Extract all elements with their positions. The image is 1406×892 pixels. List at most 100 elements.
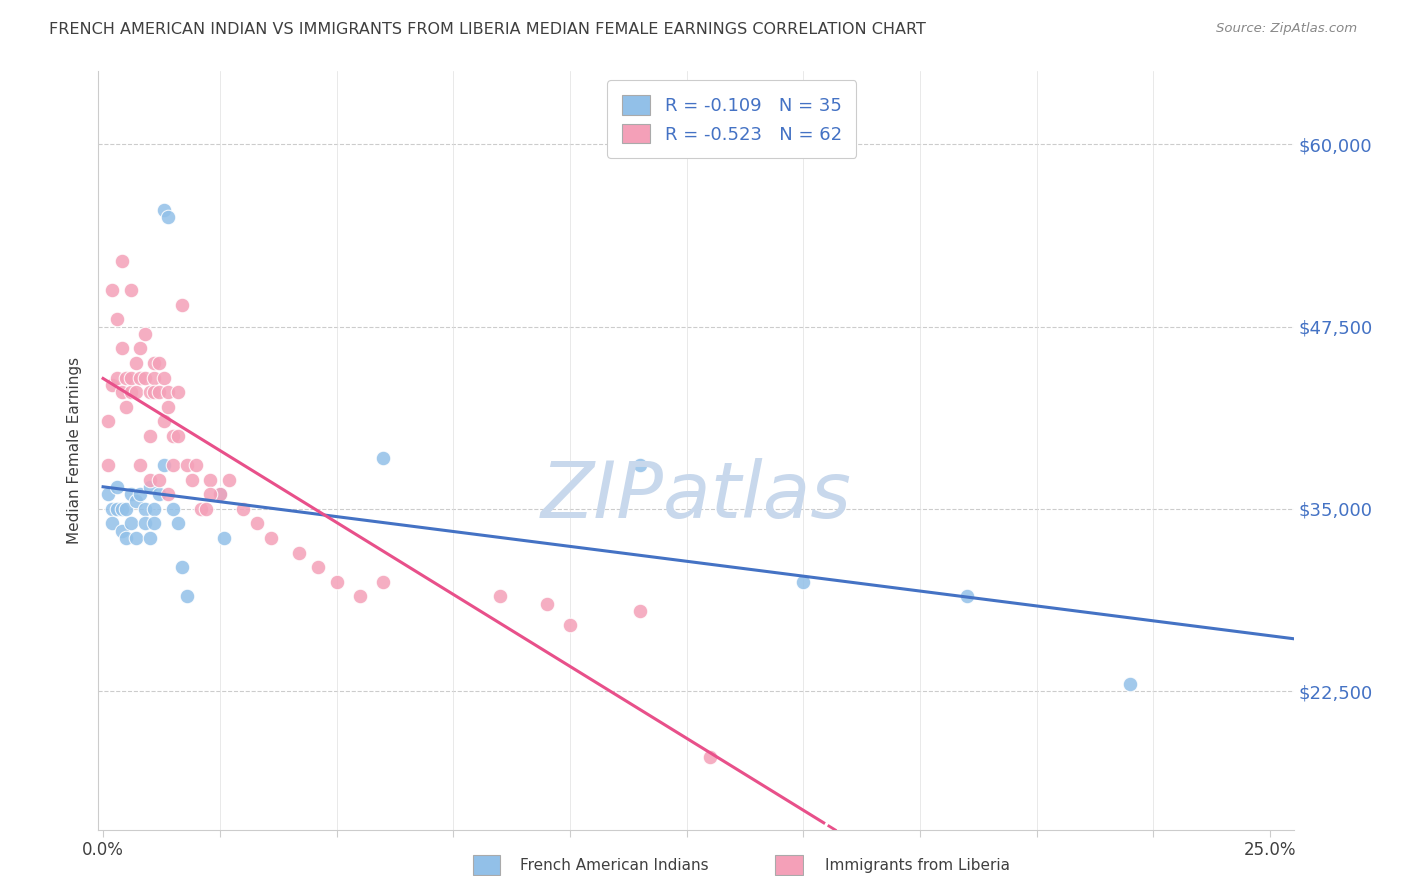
Point — [373, 450, 395, 465]
Point — [105, 370, 128, 384]
Point — [101, 516, 124, 531]
Point — [97, 487, 120, 501]
Point — [373, 574, 395, 589]
Point — [1119, 677, 1142, 691]
Point — [349, 589, 371, 603]
Point — [129, 342, 152, 356]
Point — [176, 458, 198, 472]
Point — [97, 414, 120, 428]
Legend: R = -0.109   N = 35, R = -0.523   N = 62: R = -0.109 N = 35, R = -0.523 N = 62 — [607, 80, 856, 158]
Point — [120, 487, 142, 501]
Point — [101, 377, 124, 392]
Point — [200, 473, 222, 487]
Point — [111, 342, 134, 356]
Point — [180, 473, 202, 487]
Point — [120, 516, 142, 531]
Point — [143, 370, 166, 384]
Point — [139, 429, 162, 443]
Point — [232, 501, 254, 516]
Point — [105, 312, 128, 326]
Point — [157, 210, 180, 224]
Point — [628, 458, 651, 472]
Point — [956, 589, 979, 603]
Point — [101, 283, 124, 297]
Point — [325, 574, 347, 589]
Point — [143, 501, 166, 516]
Point — [162, 501, 184, 516]
Point — [125, 531, 148, 545]
Point — [186, 458, 208, 472]
Point — [129, 487, 152, 501]
Point — [148, 487, 170, 501]
Point — [129, 370, 152, 384]
Text: ZIPatlas: ZIPatlas — [540, 458, 852, 534]
Point — [134, 516, 156, 531]
Point — [157, 400, 180, 414]
Point — [115, 501, 138, 516]
Point — [152, 370, 174, 384]
Point — [152, 458, 174, 472]
Point — [125, 385, 148, 400]
Point — [139, 473, 162, 487]
Point — [792, 574, 814, 589]
Point — [115, 531, 138, 545]
Point — [307, 560, 329, 574]
Point — [125, 356, 148, 370]
Point — [166, 516, 188, 531]
Point — [139, 385, 162, 400]
Point — [288, 545, 311, 559]
Y-axis label: Median Female Earnings: Median Female Earnings — [67, 357, 83, 544]
Text: French American Indians: French American Indians — [520, 858, 709, 872]
Point — [143, 516, 166, 531]
Point — [97, 458, 120, 472]
Point — [134, 370, 156, 384]
Point — [162, 458, 184, 472]
Point — [125, 494, 148, 508]
Point — [152, 202, 174, 217]
Point — [172, 298, 194, 312]
Point — [120, 283, 142, 297]
Point — [139, 531, 162, 545]
Point — [489, 589, 512, 603]
Point — [152, 414, 174, 428]
Point — [120, 370, 142, 384]
Point — [148, 356, 170, 370]
Point — [143, 356, 166, 370]
Point — [260, 531, 283, 545]
Point — [699, 749, 721, 764]
Point — [166, 385, 188, 400]
Point — [162, 429, 184, 443]
Point — [134, 326, 156, 341]
Point — [134, 501, 156, 516]
Point — [208, 487, 231, 501]
Text: Source: ZipAtlas.com: Source: ZipAtlas.com — [1216, 22, 1357, 36]
Point — [214, 531, 236, 545]
Point — [111, 524, 134, 538]
Point — [120, 385, 142, 400]
Point — [176, 589, 198, 603]
Point — [558, 618, 581, 632]
Point — [129, 458, 152, 472]
Point — [208, 487, 231, 501]
Point — [157, 385, 180, 400]
Point — [536, 597, 558, 611]
Text: FRENCH AMERICAN INDIAN VS IMMIGRANTS FROM LIBERIA MEDIAN FEMALE EARNINGS CORRELA: FRENCH AMERICAN INDIAN VS IMMIGRANTS FRO… — [49, 22, 927, 37]
Point — [148, 473, 170, 487]
Point — [246, 516, 269, 531]
Point — [105, 501, 128, 516]
Text: Immigrants from Liberia: Immigrants from Liberia — [825, 858, 1011, 872]
Point — [157, 487, 180, 501]
Point — [190, 501, 212, 516]
Point — [200, 487, 222, 501]
Point — [111, 385, 134, 400]
Point — [139, 480, 162, 494]
Point — [194, 501, 217, 516]
Point — [115, 400, 138, 414]
Point — [111, 253, 134, 268]
Point — [628, 604, 651, 618]
Point — [143, 385, 166, 400]
Point — [172, 560, 194, 574]
Point — [105, 480, 128, 494]
Point — [101, 501, 124, 516]
Point — [115, 370, 138, 384]
